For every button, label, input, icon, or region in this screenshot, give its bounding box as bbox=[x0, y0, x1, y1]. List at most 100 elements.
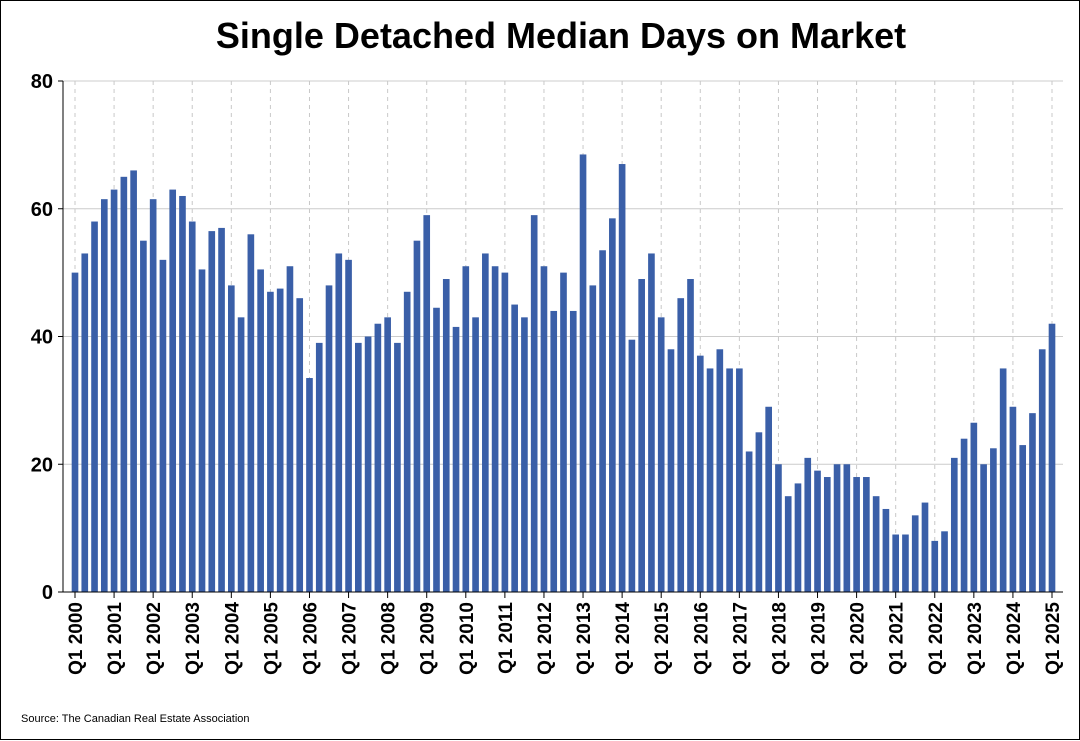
x-tick-label: Q1 2011 bbox=[496, 602, 517, 674]
x-tick-label: Q1 2000 bbox=[66, 602, 87, 675]
source-note: Source: The Canadian Real Estate Associa… bbox=[21, 713, 250, 725]
bar bbox=[530, 215, 538, 592]
bar bbox=[540, 266, 548, 592]
bar bbox=[814, 470, 821, 592]
bar bbox=[784, 496, 792, 592]
x-tick-label: Q1 2025 bbox=[1043, 602, 1064, 675]
bar bbox=[657, 317, 665, 592]
bar bbox=[970, 422, 978, 592]
bar bbox=[169, 189, 177, 592]
bar bbox=[491, 266, 499, 592]
bar bbox=[960, 438, 968, 592]
bar bbox=[501, 272, 509, 592]
bar bbox=[247, 234, 255, 593]
x-tick-label: Q1 2007 bbox=[340, 602, 361, 675]
x-tick-label: Q1 2001 bbox=[105, 602, 126, 675]
bar bbox=[394, 342, 401, 592]
bar bbox=[1048, 323, 1056, 592]
bar bbox=[931, 540, 939, 592]
bar bbox=[267, 291, 274, 592]
bar bbox=[149, 199, 157, 592]
y-tick-label: 80 bbox=[31, 71, 53, 93]
x-tick-label: Q1 2015 bbox=[652, 602, 673, 675]
bar bbox=[833, 464, 841, 592]
x-tick-label: Q1 2023 bbox=[965, 602, 986, 675]
bar bbox=[950, 457, 958, 592]
bar bbox=[911, 515, 919, 592]
bar bbox=[218, 227, 225, 592]
bar bbox=[853, 477, 860, 592]
x-tick-label: Q1 2010 bbox=[457, 602, 478, 675]
bar bbox=[579, 154, 587, 593]
bar bbox=[745, 451, 753, 592]
bar bbox=[384, 317, 391, 592]
bar bbox=[638, 279, 645, 592]
chart-title: Single Detached Median Days on Market bbox=[215, 15, 907, 56]
bar bbox=[677, 298, 685, 592]
bar bbox=[706, 368, 714, 592]
bar bbox=[687, 279, 694, 592]
bar bbox=[882, 508, 890, 592]
x-tick-label: Q1 2024 bbox=[1004, 602, 1025, 675]
x-tick-label: Q1 2012 bbox=[535, 602, 556, 675]
bar bbox=[726, 368, 733, 592]
x-tick-label: Q1 2021 bbox=[887, 602, 908, 675]
bar bbox=[550, 310, 558, 592]
bar bbox=[237, 317, 245, 592]
bar bbox=[560, 272, 567, 592]
bar bbox=[1029, 413, 1036, 592]
bar bbox=[980, 464, 987, 592]
bar bbox=[257, 269, 264, 592]
bar bbox=[374, 323, 382, 592]
bar bbox=[941, 531, 948, 592]
bar bbox=[306, 378, 313, 592]
bar bbox=[628, 339, 636, 592]
bar bbox=[921, 502, 929, 592]
bar bbox=[296, 298, 304, 592]
bar bbox=[159, 259, 167, 592]
x-tick-label: Q1 2003 bbox=[183, 602, 204, 675]
bar bbox=[472, 317, 479, 592]
x-tick-label: Q1 2006 bbox=[300, 602, 321, 675]
bar bbox=[863, 477, 870, 592]
axes: 0 20 40 60 80 Q1 2000 Q1 2001 Q1 2002 Q1 2003 Q1 … bbox=[31, 71, 1064, 675]
bar bbox=[775, 464, 782, 592]
x-tick-label: Q1 2017 bbox=[730, 602, 751, 675]
bar bbox=[599, 250, 606, 593]
bar bbox=[71, 272, 79, 592]
y-tick-label: 0 bbox=[42, 582, 53, 604]
bar bbox=[100, 199, 108, 592]
x-tick-label: Q1 2002 bbox=[144, 602, 165, 675]
bar bbox=[140, 240, 147, 592]
bar bbox=[648, 253, 655, 592]
bar bbox=[198, 269, 206, 592]
bar bbox=[843, 464, 851, 592]
x-tick-label: Q1 2016 bbox=[691, 602, 712, 675]
y-tick-label: 60 bbox=[31, 199, 53, 221]
bar bbox=[696, 355, 704, 592]
bar bbox=[345, 259, 352, 592]
x-tick-label: Q1 2004 bbox=[222, 602, 243, 675]
bar bbox=[413, 240, 421, 592]
bar bbox=[110, 189, 118, 592]
x-tick-label: Q1 2005 bbox=[261, 602, 282, 675]
bar bbox=[589, 285, 597, 592]
x-tick-label: Q1 2018 bbox=[769, 602, 790, 675]
y-tick-label: 40 bbox=[31, 327, 53, 349]
bar bbox=[765, 406, 772, 592]
bar bbox=[999, 368, 1007, 592]
bar bbox=[286, 266, 294, 592]
bar bbox=[364, 336, 372, 592]
bar bbox=[755, 432, 763, 592]
bar bbox=[335, 253, 343, 592]
x-tick-label: Q1 2013 bbox=[574, 602, 595, 675]
bar bbox=[276, 288, 284, 592]
bar bbox=[452, 326, 460, 592]
bar bbox=[667, 349, 675, 592]
bar bbox=[208, 231, 216, 592]
bar bbox=[423, 215, 431, 592]
x-tick-label: Q1 2020 bbox=[848, 602, 869, 675]
bar bbox=[716, 349, 724, 592]
